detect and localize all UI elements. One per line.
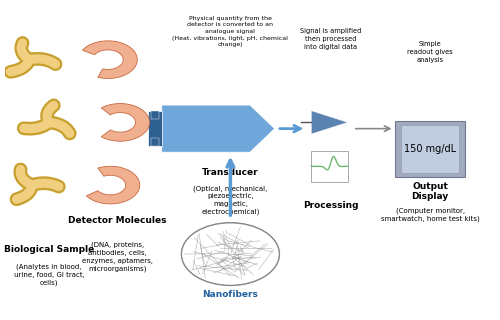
Text: Signal is amplified
then processed
into digital data: Signal is amplified then processed into … [300,28,362,50]
FancyBboxPatch shape [401,125,459,173]
Text: Output
Display: Output Display [412,182,449,201]
Text: (Computer monitor,
smartwatch, home test kits): (Computer monitor, smartwatch, home test… [380,207,480,222]
Polygon shape [102,104,150,141]
Text: Biological Sample: Biological Sample [4,245,94,254]
FancyBboxPatch shape [311,151,348,182]
FancyBboxPatch shape [395,121,465,177]
Text: 150 mg/dL: 150 mg/dL [404,144,456,154]
Circle shape [182,223,280,285]
FancyBboxPatch shape [150,139,160,146]
Text: (DNA, proteins,
antibodies, cells,
enzymes, aptamers,
microorganisms): (DNA, proteins, antibodies, cells, enzym… [82,242,153,272]
Text: (Analytes in blood,
urine, food, GI tract,
cells): (Analytes in blood, urine, food, GI trac… [14,263,85,286]
Text: Transducer: Transducer [202,168,258,177]
Text: Simple
readout gives
analysis: Simple readout gives analysis [407,41,453,63]
Polygon shape [162,105,274,152]
FancyBboxPatch shape [148,111,162,146]
FancyBboxPatch shape [150,111,160,119]
Text: (Optical, mechanical,
piezoelectric,
magnetic,
electrochemical): (Optical, mechanical, piezoelectric, mag… [193,185,268,215]
Text: Detector Molecules: Detector Molecules [68,216,167,226]
Polygon shape [311,111,348,134]
Text: Nanofibers: Nanofibers [202,290,258,299]
Text: Processing: Processing [303,201,358,210]
Polygon shape [86,166,140,204]
Polygon shape [82,41,138,78]
Text: Physical quantity from the
detector is converted to an
analogue signal
(Heat, vi: Physical quantity from the detector is c… [172,16,288,47]
